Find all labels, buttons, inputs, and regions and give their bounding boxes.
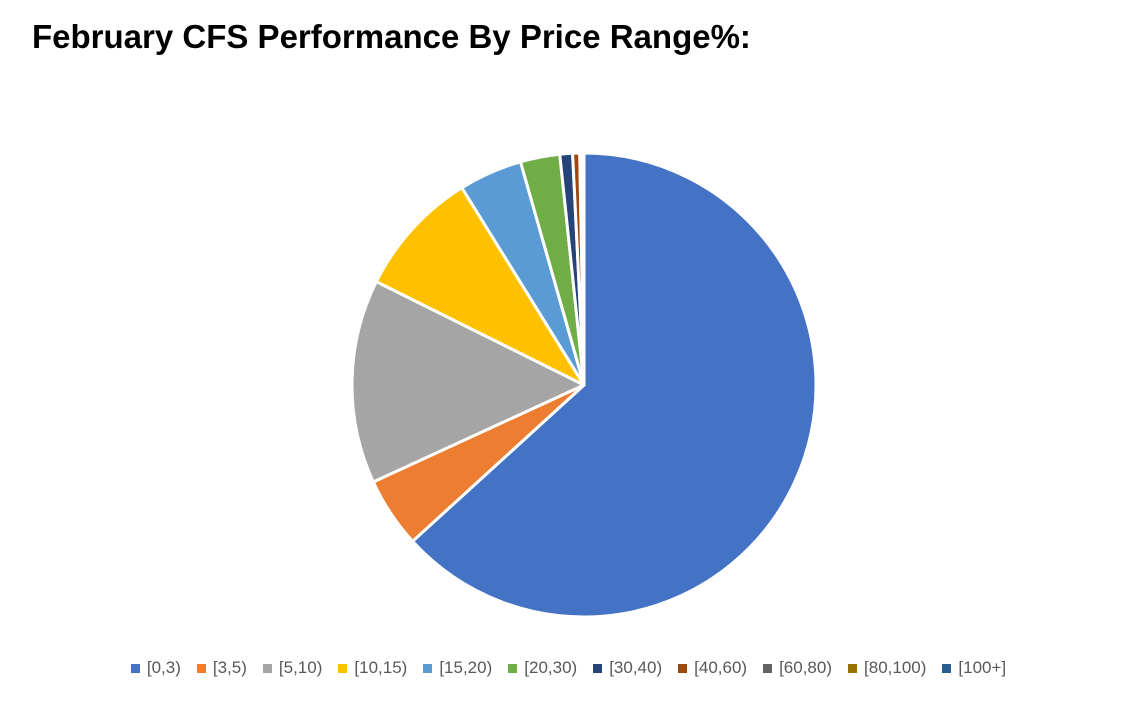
legend-swatch — [678, 663, 688, 673]
legend-swatch — [338, 663, 348, 673]
legend-label: [15,20) — [439, 658, 493, 677]
legend-item: [0,3) — [130, 658, 181, 678]
legend-label: [3,5) — [212, 658, 247, 677]
pie-slice-11 — [581, 151, 586, 387]
legend-label: [0,3) — [146, 658, 181, 677]
legend-swatch — [848, 663, 858, 673]
legend-label: [60,80) — [779, 658, 833, 677]
legend-swatch — [423, 663, 433, 673]
legend-swatch — [763, 663, 773, 673]
legend-item: [3,5) — [196, 658, 247, 678]
legend-swatch — [942, 663, 952, 673]
legend-label: [40,60) — [694, 658, 748, 677]
legend-item: [40,60) — [678, 658, 747, 678]
legend-item: [60,80) — [763, 658, 832, 678]
legend-swatch — [262, 663, 272, 673]
legend-swatch — [196, 663, 206, 673]
legend-item: [5,10) — [262, 658, 323, 678]
legend-item: [30,40) — [593, 658, 662, 678]
legend-label: [30,40) — [609, 658, 663, 677]
legend-label: [5,10) — [278, 658, 323, 677]
legend-label: [20,30) — [524, 658, 578, 677]
chart-title: February CFS Performance By Price Range%… — [32, 18, 751, 55]
legend-label: [80,100) — [864, 658, 927, 677]
legend-label: [10,15) — [354, 658, 408, 677]
pie-slice-3 — [350, 280, 586, 484]
legend-item: [80,100) — [848, 658, 926, 678]
pie-slice-1 — [411, 151, 818, 619]
legend-swatch — [593, 663, 603, 673]
pie-slice-4 — [374, 186, 586, 387]
chart-legend: [0,3) [3,5) [5,10) [10,15) [15,20) [20,30) [30… — [0, 658, 1137, 678]
legend-swatch — [508, 663, 518, 673]
legend-item: [100+] — [942, 658, 1006, 678]
legend-label: [100+] — [958, 658, 1007, 677]
legend-item: [20,30) — [508, 658, 577, 678]
legend-swatch — [130, 663, 140, 673]
legend-item: [15,20) — [423, 658, 492, 678]
legend-item: [10,15) — [338, 658, 407, 678]
